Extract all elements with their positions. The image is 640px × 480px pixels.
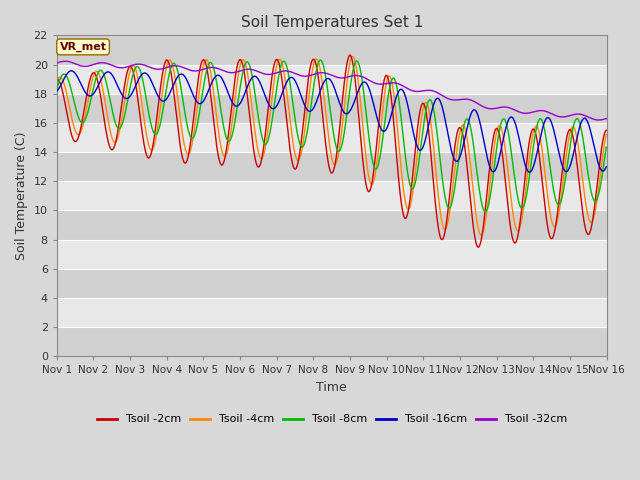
Bar (57, 64, 607, 94)
Bar (57, 36, 607, 64)
X-axis label: Time: Time (316, 381, 347, 394)
Bar (57, 240, 607, 269)
Bar (57, 181, 607, 210)
Bar (57, 327, 607, 356)
Text: VR_met: VR_met (60, 42, 107, 52)
Bar (57, 94, 607, 123)
Bar (57, 210, 607, 240)
Bar (57, 152, 607, 181)
Bar (57, 298, 607, 327)
Bar (57, 123, 607, 152)
Legend: Tsoil -2cm, Tsoil -4cm, Tsoil -8cm, Tsoil -16cm, Tsoil -32cm: Tsoil -2cm, Tsoil -4cm, Tsoil -8cm, Tsoi… (92, 410, 572, 429)
Title: Soil Temperatures Set 1: Soil Temperatures Set 1 (241, 15, 423, 30)
Y-axis label: Soil Temperature (C): Soil Temperature (C) (15, 132, 28, 260)
Bar (57, 269, 607, 298)
